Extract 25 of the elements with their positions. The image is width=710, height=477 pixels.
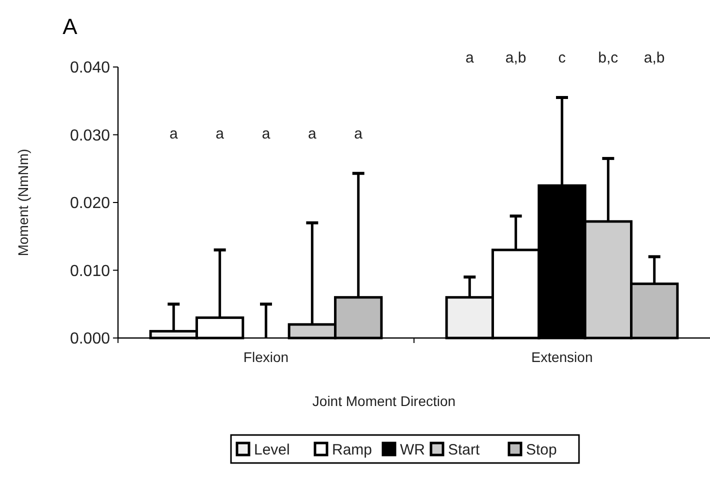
x-tick-label: Extension: [531, 349, 593, 365]
annotation: a: [262, 126, 271, 143]
x-tick-label: Flexion: [243, 349, 289, 365]
x-axis-title: Joint Moment Direction: [312, 393, 456, 409]
legend-label: Stop: [526, 441, 557, 458]
text: a,b: [644, 50, 665, 67]
annotation: a: [169, 126, 178, 143]
text: c: [558, 50, 566, 67]
y-tick-label: 0.040: [70, 60, 110, 77]
text: a: [465, 50, 474, 67]
legend-label: WR: [400, 441, 426, 458]
legend-label: Ramp: [332, 441, 372, 458]
y-axis-title: Moment (NmNm): [15, 148, 31, 256]
y-tick-label: 0.010: [70, 262, 110, 280]
y-tick-label: 0.030: [70, 127, 110, 144]
chart-title: A: [62, 14, 78, 39]
y-tick-label: 0.020: [70, 195, 110, 212]
text: a,b: [505, 50, 526, 67]
annotation: a: [308, 126, 318, 143]
annotation: a: [354, 126, 364, 143]
legend-label: Start: [448, 441, 481, 458]
legend-label: Level: [254, 441, 290, 458]
text: b,c: [598, 50, 619, 67]
annotation: a: [216, 126, 225, 143]
y-tick-label: 0.000: [70, 330, 110, 348]
